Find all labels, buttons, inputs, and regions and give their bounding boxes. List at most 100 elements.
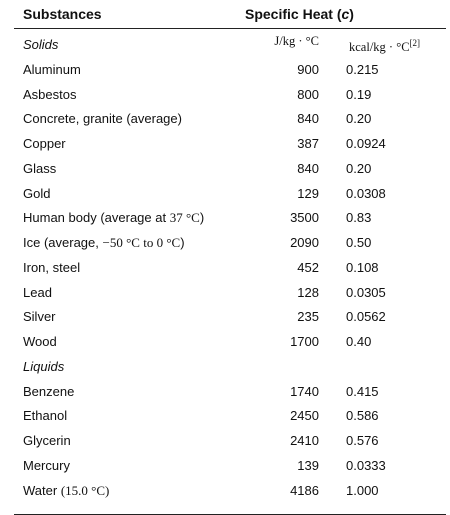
section-label: Liquids <box>23 359 64 374</box>
value-kcal: 0.20 <box>346 111 372 127</box>
substance-name-text: Asbestos <box>23 86 77 102</box>
header-specific-heat: Specific Heat (c) <box>245 6 354 22</box>
units-kcal-label: kcal/kg · °C <box>349 40 410 55</box>
table-row: Glycerin 2410 0.576 <box>0 430 450 454</box>
units-kcal-note: [2] <box>409 38 421 48</box>
table-row: Human body (average at 37 °C) 3500 0.83 <box>0 207 450 231</box>
units-kcal: kcal/kg · °C[2] <box>349 38 420 55</box>
value-joules: 900 <box>297 61 319 77</box>
header-symbol: c <box>341 6 350 22</box>
value-kcal: 0.20 <box>346 160 372 176</box>
value-kcal: 0.83 <box>346 210 372 226</box>
table-row: Asbestos 800 0.19 <box>0 84 450 108</box>
value-joules: 2410 <box>290 433 319 448</box>
table-row: Ethanol 2450 0.586 <box>0 405 450 429</box>
substance-name: Glass <box>23 161 56 176</box>
substance-name-text: Human body (average at <box>23 210 170 226</box>
section-row: Liquids <box>0 356 450 380</box>
substance-name-text: Glass <box>23 160 57 176</box>
substance-name: Concrete, granite (average) <box>23 111 182 126</box>
value-joules: 129 <box>297 185 319 201</box>
header-specific-heat-label: Specific Heat ( <box>245 6 342 22</box>
units-joules: J/kg · °C <box>274 34 319 48</box>
substance-name: Iron, steel <box>23 260 80 275</box>
substance-name-tail: ) <box>199 210 205 226</box>
table-row: Silver 235 0.0562 <box>0 306 450 330</box>
substance-name-text: Ice (average, <box>23 235 103 250</box>
value-kcal: 0.108 <box>346 259 379 275</box>
substance-name: Water (15.0 °C) <box>23 483 109 499</box>
table-row: Water (15.0 °C) 4186 1.000 <box>0 480 450 504</box>
value-kcal: 0.0305 <box>346 284 386 300</box>
substance-name: Gold <box>23 186 50 201</box>
substance-name-text: Benzene <box>23 383 75 399</box>
substance-name: Silver <box>23 309 56 324</box>
value-kcal: 1.000 <box>346 482 379 498</box>
value-joules: 800 <box>297 86 319 102</box>
value-joules: 4186 <box>290 482 319 498</box>
table-row: Concrete, granite (average) 840 0.20 <box>0 108 450 132</box>
substance-condition: (15.0 °C) <box>60 482 110 498</box>
value-joules: 2090 <box>290 235 319 250</box>
substance-name: Human body (average at 37 °C) <box>23 210 204 226</box>
table-row: Gold 129 0.0308 <box>0 183 450 207</box>
value-kcal: 0.40 <box>346 334 372 349</box>
value-kcal: 0.415 <box>346 383 379 399</box>
table-row: Mercury 139 0.0333 <box>0 455 450 479</box>
substance-name: Wood <box>23 334 57 349</box>
value-joules: 139 <box>297 457 319 473</box>
substance-name-tail: ) <box>180 235 185 250</box>
substance-condition: −50 °C to 0 °C <box>102 235 181 250</box>
header-substances: Substances <box>23 6 102 22</box>
value-kcal: 0.215 <box>346 61 379 77</box>
section-label: Solids <box>23 37 58 52</box>
value-joules: 840 <box>297 111 319 127</box>
value-kcal: 0.0562 <box>346 309 386 325</box>
substance-name-text: Copper <box>23 136 66 151</box>
value-joules: 840 <box>297 160 319 176</box>
substance-name-text: Aluminum <box>23 61 81 77</box>
header-rule <box>14 28 446 29</box>
substance-name: Asbestos <box>23 87 76 102</box>
value-kcal: 0.576 <box>346 433 379 448</box>
table-row: Aluminum 900 0.215 <box>0 59 450 83</box>
value-kcal: 0.0924 <box>346 136 386 151</box>
substance-name-text: Water <box>23 482 61 498</box>
value-joules: 387 <box>297 136 319 151</box>
substance-name-text: Liquids <box>23 358 65 374</box>
value-joules: 2450 <box>290 408 319 424</box>
substance-name: Ethanol <box>23 408 67 423</box>
substance-name-text: Ethanol <box>23 408 68 424</box>
substance-name-text: Gold <box>23 185 51 201</box>
substance-name: Copper <box>23 136 66 151</box>
substance-name: Benzene <box>23 384 74 399</box>
substance-name-text: Lead <box>23 284 52 300</box>
substance-name: Glycerin <box>23 433 71 448</box>
header-close: ) <box>349 6 354 22</box>
substance-name-text: Iron, steel <box>23 259 81 275</box>
substance-name-text: Wood <box>23 334 57 349</box>
table-row: Glass 840 0.20 <box>0 158 450 182</box>
section-row: Solids <box>0 34 450 58</box>
substance-condition: 37 °C <box>169 210 200 226</box>
value-kcal: 0.19 <box>346 86 372 102</box>
table-row: Iron, steel 452 0.108 <box>0 257 450 281</box>
table-row: Lead 128 0.0305 <box>0 282 450 306</box>
value-joules: 452 <box>297 259 319 275</box>
substance-name: Mercury <box>23 458 70 473</box>
value-kcal: 0.0308 <box>346 185 386 201</box>
table-row: Wood 1700 0.40 <box>0 331 450 355</box>
table-row: Ice (average, −50 °C to 0 °C) 2090 0.50 <box>0 232 450 256</box>
value-kcal: 0.50 <box>346 235 372 250</box>
value-joules: 1700 <box>290 334 319 349</box>
value-kcal: 0.586 <box>346 408 379 424</box>
substance-name-text: Glycerin <box>23 433 71 448</box>
substance-name: Ice (average, −50 °C to 0 °C) <box>23 235 185 251</box>
value-joules: 235 <box>297 309 319 325</box>
substance-name-text: Concrete, granite (average) <box>23 111 182 127</box>
value-joules: 128 <box>297 284 319 300</box>
table-row: Copper 387 0.0924 <box>0 133 450 157</box>
value-joules: 1740 <box>290 383 319 399</box>
substance-name: Lead <box>23 285 52 300</box>
